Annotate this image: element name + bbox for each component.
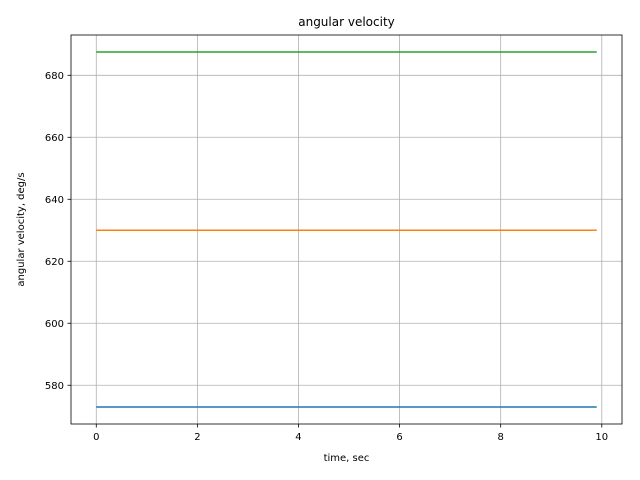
y-tick-label: 600 [45,319,64,330]
x-tick-label: 8 [497,432,503,443]
y-axis-ticks: 580 600 620 640 660 680 [45,71,71,392]
x-axis-ticks: 0 2 4 6 8 10 [93,424,608,443]
x-tick-label: 6 [396,432,402,443]
y-tick-label: 640 [45,195,64,206]
y-tick-label: 660 [45,133,64,144]
x-tick-label: 10 [595,432,608,443]
x-tick-label: 4 [295,432,301,443]
series-group [96,51,597,408]
chart-title: angular velocity [298,15,395,29]
x-axis-label: time, sec [324,453,370,464]
y-tick-label: 580 [45,381,64,392]
y-tick-label: 680 [45,71,64,82]
x-tick-label: 0 [93,432,99,443]
y-tick-label: 620 [45,257,64,268]
x-tick-label: 2 [194,432,200,443]
y-axis-label: angular velocity, deg/s [16,172,27,286]
grid [71,35,622,424]
plot-frame [70,34,623,425]
